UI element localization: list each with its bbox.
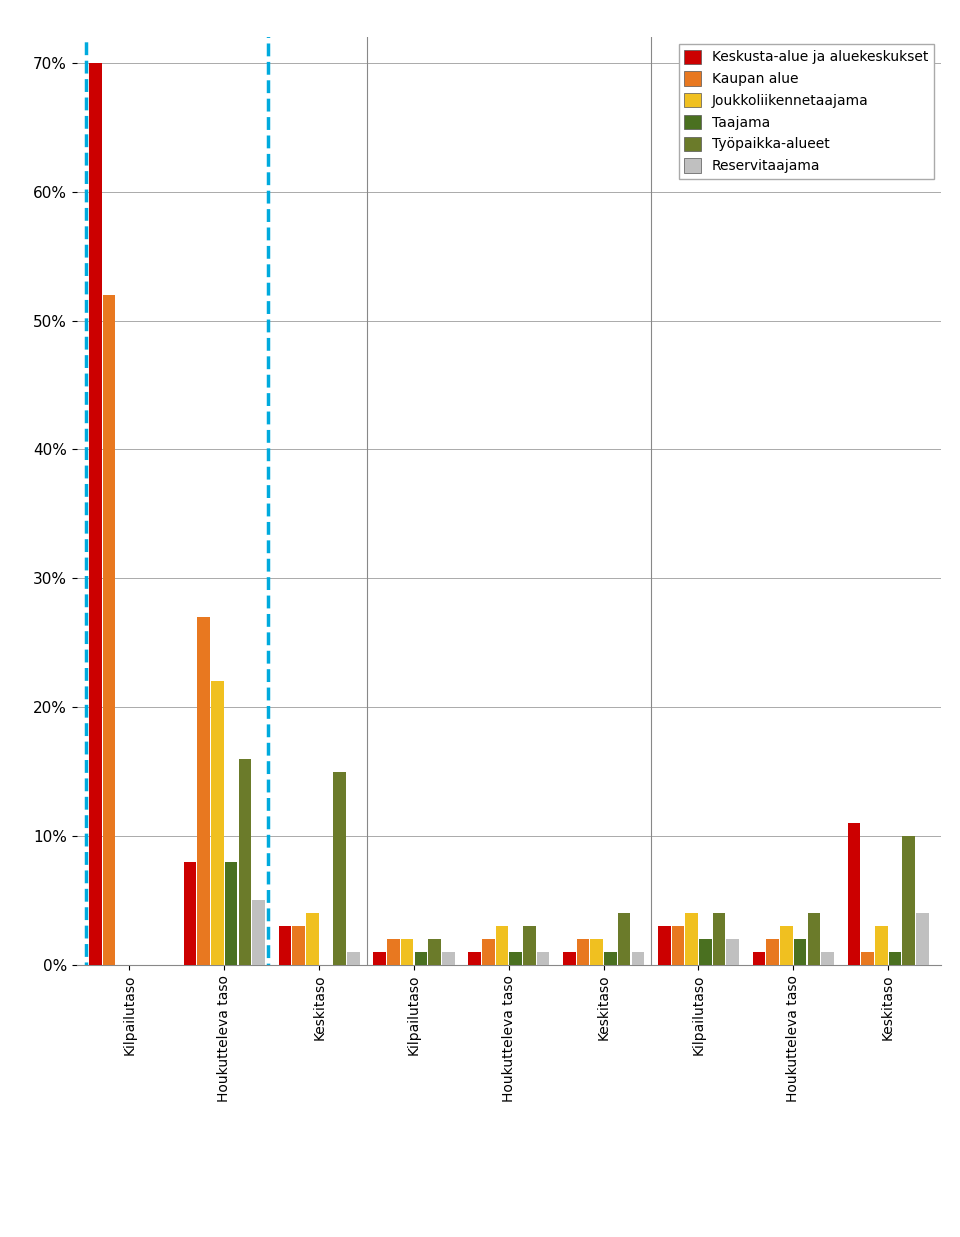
Bar [225, 862, 237, 965]
Bar [495, 927, 508, 965]
Bar [590, 939, 603, 965]
Bar [916, 913, 928, 965]
Bar [183, 862, 197, 965]
Bar [333, 772, 346, 965]
Bar [401, 939, 414, 965]
Bar [564, 952, 576, 965]
Bar [821, 952, 834, 965]
Legend: Keskusta-alue ja aluekeskukset, Kaupan alue, Joukkoliikennetaajama, Taajama, Työ: Keskusta-alue ja aluekeskukset, Kaupan a… [679, 45, 934, 178]
Bar [632, 952, 644, 965]
Bar [699, 939, 711, 965]
Bar [766, 939, 780, 965]
Bar [685, 913, 698, 965]
Bar [86, 11, 268, 977]
Bar [387, 939, 399, 965]
Bar [902, 836, 915, 965]
Bar [889, 952, 901, 965]
Bar [89, 63, 102, 965]
Bar [712, 913, 726, 965]
Bar [577, 939, 589, 965]
Bar [618, 913, 631, 965]
Bar [442, 952, 454, 965]
Bar [482, 939, 494, 965]
Bar [875, 927, 888, 965]
Bar [780, 927, 793, 965]
Bar [292, 927, 305, 965]
Bar [753, 952, 765, 965]
Bar [861, 952, 874, 965]
Bar [252, 901, 265, 965]
Bar [604, 952, 616, 965]
Bar [211, 682, 224, 965]
Bar [848, 823, 860, 965]
Bar [103, 294, 115, 965]
Bar [672, 927, 684, 965]
Bar [306, 913, 319, 965]
Bar [537, 952, 549, 965]
Bar [238, 758, 252, 965]
Bar [510, 952, 522, 965]
Bar [348, 952, 360, 965]
Bar [523, 927, 536, 965]
Bar [727, 939, 739, 965]
Bar [658, 927, 670, 965]
Bar [807, 913, 820, 965]
Bar [794, 939, 806, 965]
Bar [428, 939, 441, 965]
Bar [415, 952, 427, 965]
Bar [373, 952, 386, 965]
Bar [468, 952, 481, 965]
Bar [278, 927, 291, 965]
Bar [198, 617, 210, 965]
